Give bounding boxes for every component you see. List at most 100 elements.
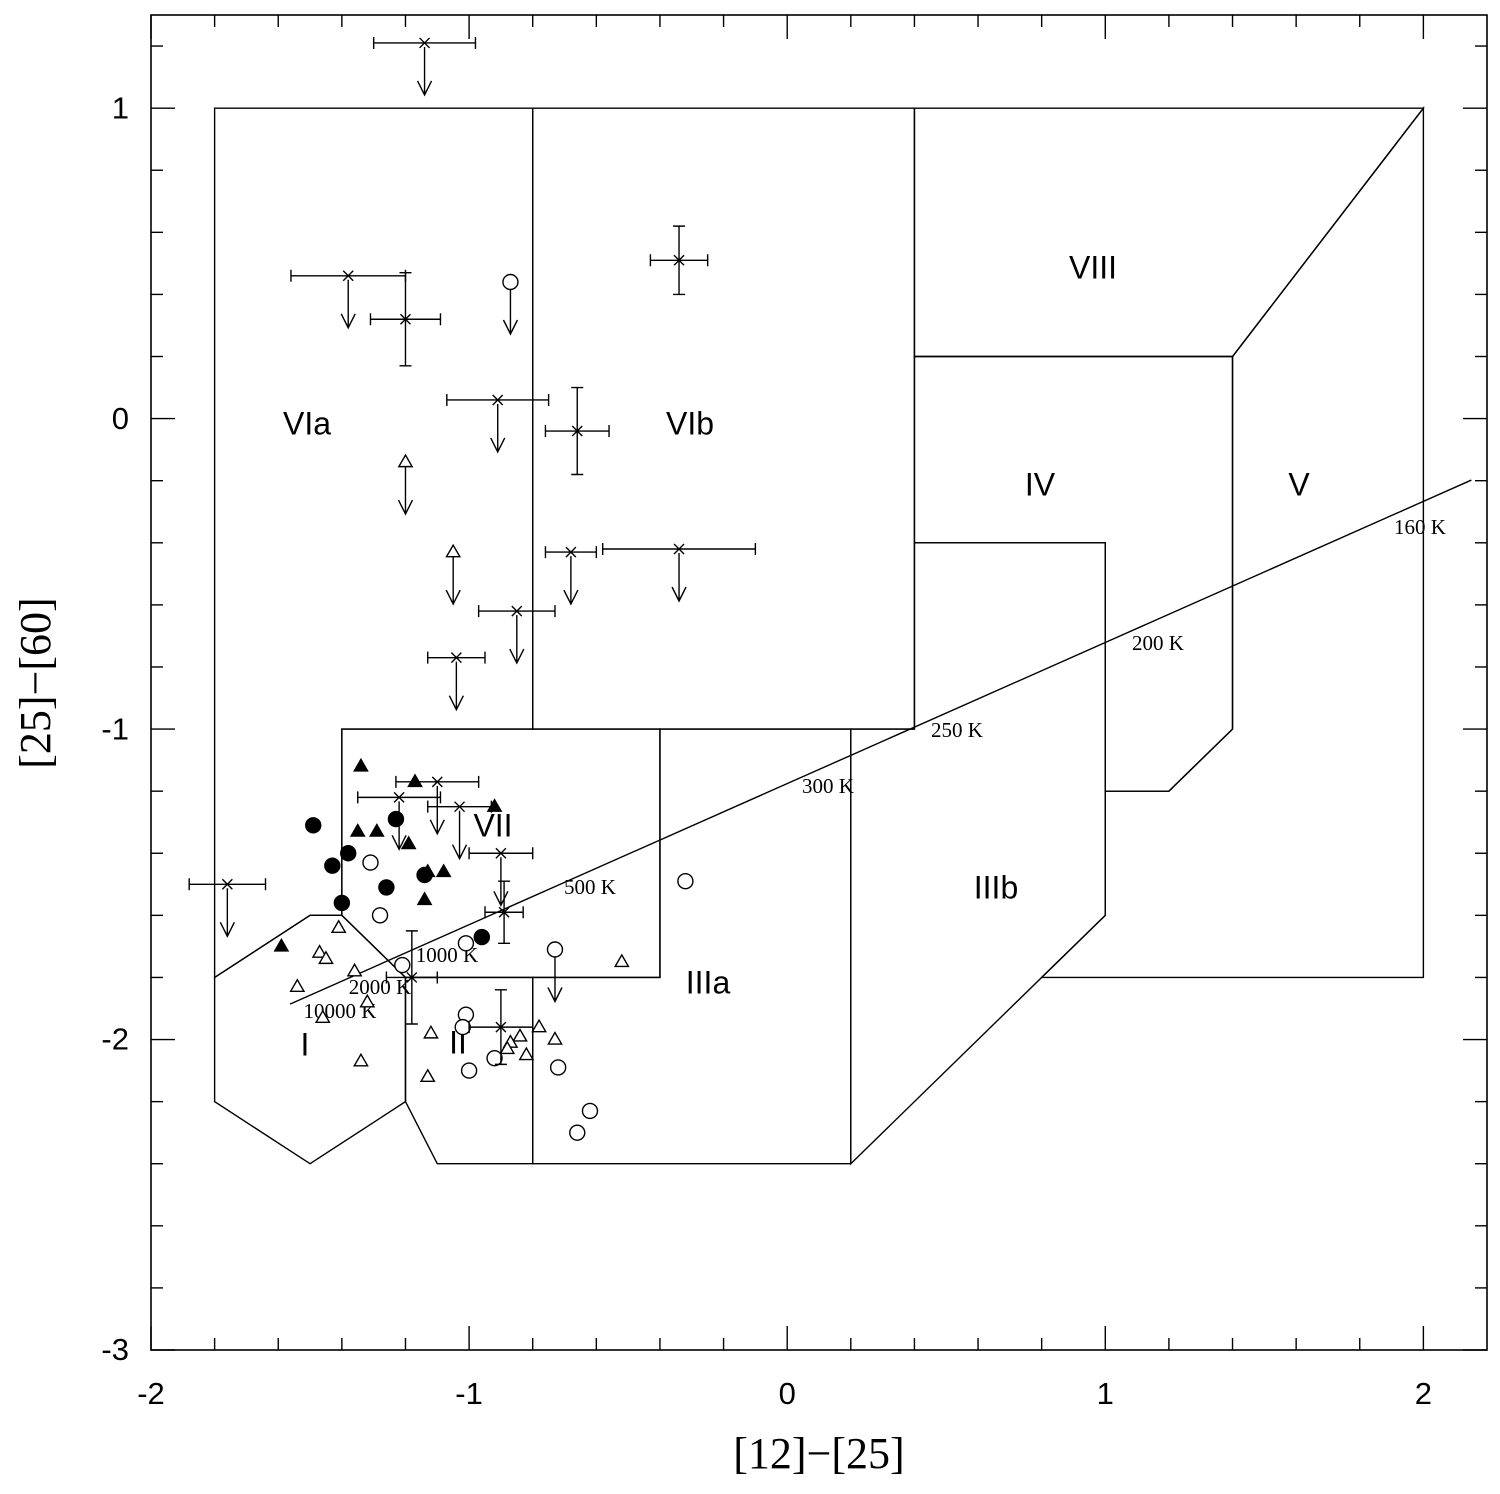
- open-triangle-point: [289, 978, 306, 993]
- cross-point: [495, 847, 507, 859]
- filled-triangle-point: [349, 823, 366, 837]
- region-boundary: [404, 976, 534, 1165]
- region-label: V: [1288, 466, 1310, 502]
- region-label: IIIb: [974, 869, 1018, 905]
- region-label: VIa: [283, 405, 331, 441]
- cross-point: [431, 776, 443, 788]
- upper-limit-arrow: [547, 953, 563, 1004]
- open-circle-point: [454, 1018, 471, 1036]
- cross-point: [454, 801, 466, 813]
- cross-point: [393, 791, 405, 803]
- filled-triangle-point: [368, 823, 385, 837]
- upper-limit-arrow: [445, 556, 461, 606]
- open-triangle-point: [423, 1024, 439, 1039]
- open-triangle-point: [346, 962, 363, 977]
- upper-limit-arrow: [451, 810, 468, 861]
- cross-point: [495, 1021, 507, 1033]
- open-triangle-point: [397, 453, 414, 468]
- region-label: IIIa: [686, 964, 731, 1000]
- y-tick-label: 0: [112, 401, 129, 436]
- region-label: VIII: [1069, 249, 1117, 285]
- cross-point: [673, 254, 685, 266]
- upper-limit-arrow: [671, 553, 687, 603]
- upper-limit-arrow: [490, 403, 506, 454]
- filled-triangle-point: [273, 937, 290, 952]
- filled-circle-point: [378, 879, 395, 896]
- blackbody-line: [289, 479, 1472, 1005]
- open-circle-point: [502, 273, 519, 291]
- open-circle-point: [546, 941, 564, 958]
- x-tick-label: -1: [455, 1376, 483, 1411]
- open-circle-point: [394, 956, 411, 974]
- cross-point: [571, 425, 583, 437]
- upper-limit-arrow: [340, 279, 356, 330]
- cross-point: [399, 313, 411, 325]
- open-triangle-point: [518, 1046, 535, 1061]
- region-boundary: [913, 107, 1425, 358]
- open-circle-point: [581, 1102, 599, 1120]
- open-circle-point: [677, 872, 694, 890]
- filled-circle-point: [473, 928, 491, 946]
- x-tick-label: 0: [779, 1376, 796, 1411]
- open-circle-point: [457, 935, 475, 952]
- open-circle-point: [486, 1049, 503, 1067]
- cross-point: [565, 546, 577, 558]
- filled-circle-point: [305, 817, 322, 834]
- filled-triangle-point: [435, 863, 452, 878]
- region-boundary: [532, 107, 916, 730]
- upper-limit-arrow: [563, 556, 579, 606]
- open-triangle-point: [314, 1009, 331, 1024]
- open-triangle-point: [445, 543, 462, 558]
- region-label: IV: [1025, 466, 1056, 502]
- open-triangle-point: [330, 919, 347, 934]
- open-circle-point: [549, 1059, 567, 1076]
- region-boundary: [213, 107, 534, 979]
- filled-triangle-point: [407, 773, 423, 788]
- temperature-label: 500 K: [564, 875, 616, 899]
- filled-circle-point: [387, 810, 405, 828]
- plot-frame: [150, 14, 1488, 1351]
- upper-limit-arrow: [219, 888, 235, 938]
- upper-limit-arrow: [391, 801, 407, 851]
- filled-triangle-point: [416, 891, 433, 906]
- upper-limit-arrow: [502, 286, 519, 336]
- open-triangle-point: [499, 1040, 516, 1055]
- upper-limit-arrow: [429, 785, 445, 836]
- filled-triangle-point: [353, 757, 369, 772]
- cross-point: [342, 270, 354, 282]
- temperature-label: 2000 K: [349, 975, 411, 999]
- cross-point: [221, 878, 233, 890]
- open-circle-point: [362, 854, 379, 871]
- open-triangle-point: [311, 944, 328, 958]
- filled-circle-point: [340, 845, 357, 862]
- cross-point: [511, 605, 523, 617]
- open-triangle-point: [613, 953, 630, 968]
- cross-point: [406, 971, 418, 983]
- temperature-label: 300 K: [802, 774, 854, 798]
- filled-circle-point: [324, 857, 341, 874]
- temperature-label: 250 K: [931, 718, 983, 742]
- filled-triangle-point: [486, 798, 503, 812]
- open-triangle-point: [359, 993, 376, 1008]
- region-label: VII: [473, 807, 512, 843]
- open-triangle-point: [353, 1052, 369, 1067]
- y-tick-label: -3: [101, 1332, 129, 1367]
- upper-limit-arrow: [448, 661, 464, 712]
- filled-triangle-point: [400, 835, 417, 850]
- region-label: I: [301, 1026, 310, 1062]
- y-tick-label: 1: [112, 90, 129, 125]
- region-boundary: [213, 914, 407, 1165]
- open-circle-point: [460, 1062, 478, 1079]
- x-tick-label: 2: [1415, 1376, 1432, 1411]
- cross-point: [492, 394, 504, 406]
- open-circle-point: [569, 1124, 586, 1141]
- temperature-label: 200 K: [1132, 631, 1184, 655]
- upper-limit-arrow: [416, 46, 433, 97]
- temperature-label: 160 K: [1394, 515, 1446, 539]
- cross-point: [498, 906, 510, 918]
- open-triangle-point: [547, 1031, 563, 1045]
- region-boundary: [850, 542, 1106, 1166]
- x-tick-label: -2: [137, 1376, 165, 1411]
